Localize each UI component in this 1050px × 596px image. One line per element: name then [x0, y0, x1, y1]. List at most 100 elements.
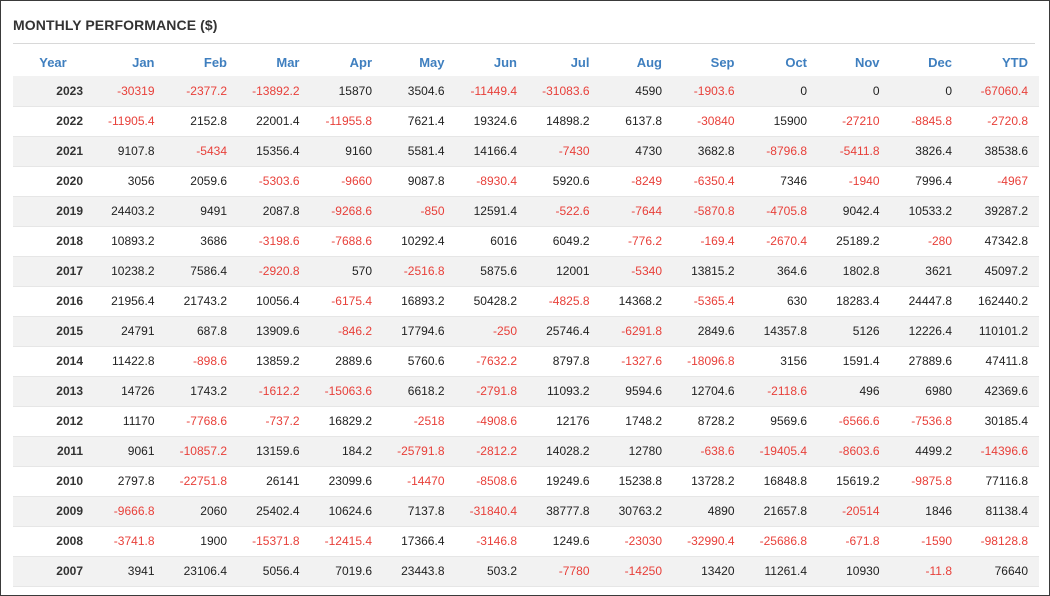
- month-cell: -9268.6: [310, 196, 383, 226]
- column-header-may: May: [419, 54, 445, 70]
- table-row: 2016 21956.4 21743.2 10056.4 -6175.4 16893.2 5…: [13, 286, 1039, 316]
- month-cell: -1940: [848, 174, 880, 188]
- month-cell: 7137.8: [383, 496, 456, 526]
- month-cell: 2087.8: [238, 196, 311, 226]
- month-cell: -7644: [600, 196, 673, 226]
- month-cell: 3621: [890, 256, 963, 286]
- panel-title: MONTHLY PERFORMANCE ($): [13, 17, 218, 33]
- column-header-dec: Dec: [928, 54, 952, 70]
- table-row: 2021 9107.8 -5434 15356.4 9160 5581.4 14166.4-…: [13, 136, 1039, 166]
- ytd-cell: -2720.8: [987, 114, 1028, 128]
- ytd-cell: 42369.6: [963, 376, 1039, 406]
- month-cell: 10238.2: [93, 256, 166, 286]
- table-row: 2019 24403.2 9491 2087.8 -9268.6 -850 12591.4-…: [13, 196, 1039, 226]
- month-cell: 9160: [310, 136, 383, 166]
- month-cell: 23106.4: [165, 556, 238, 586]
- month-cell: -8508.6: [476, 474, 517, 488]
- month-cell: 16829.2: [328, 414, 372, 428]
- year-cell: 2008: [56, 534, 83, 548]
- table-row: 2010 2797.8 -22751.8 26141 23099.6 -14470 -850…: [13, 466, 1039, 496]
- month-cell: 14166.4: [455, 136, 528, 166]
- month-cell: 1743.2: [165, 376, 238, 406]
- ytd-cell: -14396.6: [963, 436, 1039, 466]
- column-header-feb: Feb: [203, 54, 227, 70]
- ytd-cell: 110101.2: [963, 316, 1039, 346]
- month-cell: 17794.6: [383, 316, 456, 346]
- year-cell: 2018: [56, 234, 83, 248]
- month-cell: 9491: [165, 196, 238, 226]
- month-cell: 13728.2: [691, 474, 735, 488]
- month-cell: 3941: [93, 556, 166, 586]
- column-header-jul: Jul: [570, 54, 590, 70]
- month-cell: 4890: [673, 496, 746, 526]
- month-cell: 8797.8: [552, 354, 590, 368]
- month-cell: 7346: [780, 174, 807, 188]
- month-cell: -8845.8: [911, 114, 952, 128]
- month-cell: -2812.2: [455, 436, 528, 466]
- month-cell: -14470: [407, 474, 445, 488]
- month-cell: -2118.6: [745, 376, 818, 406]
- month-cell: 24791: [93, 316, 166, 346]
- month-cell: 8728.2: [697, 414, 735, 428]
- month-cell: 14898.2: [546, 114, 590, 128]
- table-row: 2020 3056 2059.6 -5303.6 -9660 9087.8 -8930.4 5…: [13, 166, 1039, 196]
- month-cell: 0: [890, 76, 963, 106]
- month-cell: 6980: [890, 376, 963, 406]
- month-cell: 364.6: [745, 256, 818, 286]
- month-cell: -280: [927, 234, 952, 248]
- month-cell: 1802.8: [818, 256, 891, 286]
- month-cell: -18096.8: [687, 354, 735, 368]
- month-cell: -14250: [600, 556, 673, 586]
- month-cell: -22751.8: [179, 474, 227, 488]
- column-header-sep: Sep: [710, 54, 735, 70]
- ytd-cell: 77116.8: [985, 474, 1029, 488]
- month-cell: 17366.4: [401, 534, 445, 548]
- month-cell: 15356.4: [238, 136, 311, 166]
- month-cell: 10056.4: [256, 294, 300, 308]
- month-cell: 630: [786, 294, 807, 308]
- month-cell: 25746.4: [528, 316, 601, 346]
- year-cell: 2021: [13, 136, 93, 166]
- table-row: 2022 -11905.4 2152.8 22001.4 -11955.8 7621.4 1…: [13, 106, 1039, 136]
- month-cell: 15619.2: [836, 474, 880, 488]
- month-cell: 13815.2: [673, 256, 746, 286]
- month-cell: 9061: [93, 436, 166, 466]
- month-cell: 16848.8: [763, 474, 807, 488]
- ytd-cell: 162440.2: [977, 294, 1028, 308]
- month-cell: 0: [818, 76, 891, 106]
- table-row: 2015 24791 687.8 13909.6 -846.2 17794.6 -250 25…: [13, 316, 1039, 346]
- month-cell: -8603.6: [818, 436, 891, 466]
- month-cell: 3826.4: [890, 136, 963, 166]
- month-cell: 12704.6: [673, 376, 746, 406]
- month-cell: 10893.2: [111, 234, 155, 248]
- table-row: 2007 3941 23106.4 5056.4 7019.6 23443.8 503.2-…: [13, 556, 1039, 586]
- month-cell: -2516.8: [383, 256, 456, 286]
- month-cell: 2059.6: [190, 174, 227, 188]
- month-cell: -2670.4: [766, 234, 807, 248]
- month-cell: -898.6: [192, 354, 227, 368]
- ytd-cell: 45097.2: [963, 256, 1039, 286]
- month-cell: -8249: [631, 174, 662, 188]
- performance-table: Year Jan Feb Mar Apr May Jun Jul Aug Sep Oct Nov Dec…: [13, 48, 1039, 587]
- month-cell: 13420: [673, 556, 746, 586]
- year-cell: 2015: [13, 316, 93, 346]
- month-cell: 3686: [200, 234, 227, 248]
- month-cell: 7019.6: [310, 556, 383, 586]
- month-cell: -671.8: [845, 534, 880, 548]
- month-cell: 15238.8: [618, 474, 662, 488]
- year-cell: 2022: [56, 114, 83, 128]
- month-cell: 25402.4: [238, 496, 311, 526]
- ytd-cell: -4967: [997, 174, 1028, 188]
- month-cell: 2849.6: [673, 316, 746, 346]
- month-cell: 6618.2: [383, 376, 456, 406]
- month-cell: 22001.4: [256, 114, 300, 128]
- ytd-cell: 39287.2: [963, 196, 1039, 226]
- column-header-aug: Aug: [636, 54, 662, 70]
- column-header-nov: Nov: [854, 54, 880, 70]
- month-cell: -2518: [413, 414, 445, 428]
- month-cell: 11170: [122, 414, 155, 428]
- month-cell: 19249.6: [546, 474, 590, 488]
- month-cell: 503.2: [455, 556, 528, 586]
- month-cell: -10857.2: [165, 436, 238, 466]
